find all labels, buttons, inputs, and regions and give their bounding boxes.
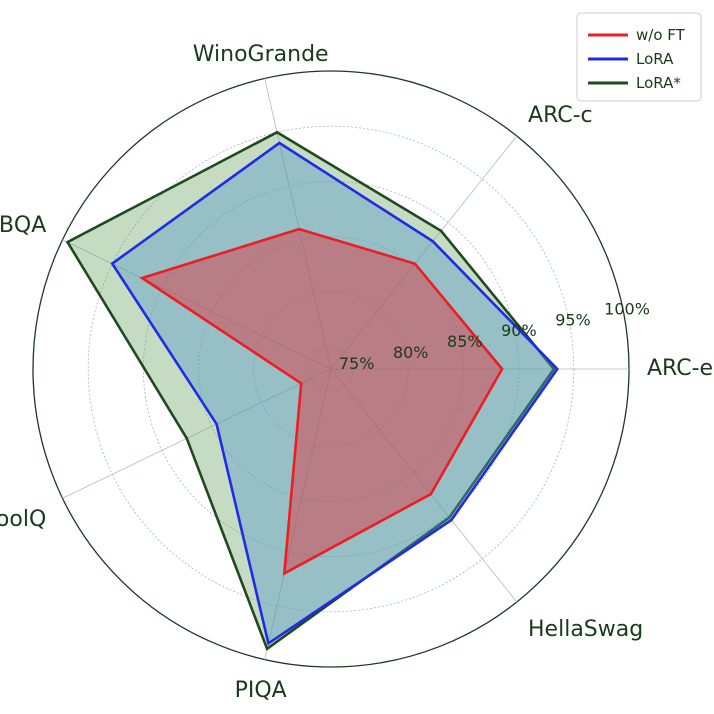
axis-label-obqa: OBQA (0, 213, 46, 238)
axis-label-hellaswag: HellaSwag (528, 617, 643, 642)
legend-label-lora-star: LoRA* (636, 74, 681, 92)
radial-tick-label: 80% (393, 343, 429, 362)
radar-grid (32, 70, 630, 668)
axis-spoke (330, 135, 518, 370)
radial-tick-label: 75% (339, 354, 375, 373)
series-lora-polygon (110, 141, 559, 646)
axis-spoke (330, 368, 518, 603)
axis-spoke (264, 78, 332, 370)
axis-label-arc-c: ARC-c (528, 103, 593, 128)
series-w-o-ft-polygon (139, 227, 504, 576)
axis-spoke (62, 239, 332, 370)
axis-label-piqa: PIQA (235, 678, 287, 703)
legend-label-wo-ft: w/o FT (636, 26, 686, 44)
radial-tick-label: 95% (555, 310, 591, 329)
legend-label-lora: LoRA (636, 50, 674, 68)
radial-tick-label: 85% (447, 332, 483, 351)
radar-labels: 75% 80% 85% 90% 95% 100% ARC-e ARC-c WinoGrande O… (0, 42, 713, 703)
axis-label-arc-e: ARC-e (647, 356, 713, 381)
legend: w/o FT LoRA LoRA* (576, 12, 702, 102)
axis-spoke (264, 368, 332, 660)
radar-series (65, 130, 559, 651)
axis-label-winogrande: WinoGrande (193, 42, 329, 67)
radial-tick-label: 100% (604, 299, 650, 318)
axis-spoke (62, 368, 332, 499)
series-lora-polygon (65, 130, 556, 651)
radial-tick-label: 90% (501, 321, 537, 340)
axis-label-boolq: BoolQ (0, 507, 46, 532)
